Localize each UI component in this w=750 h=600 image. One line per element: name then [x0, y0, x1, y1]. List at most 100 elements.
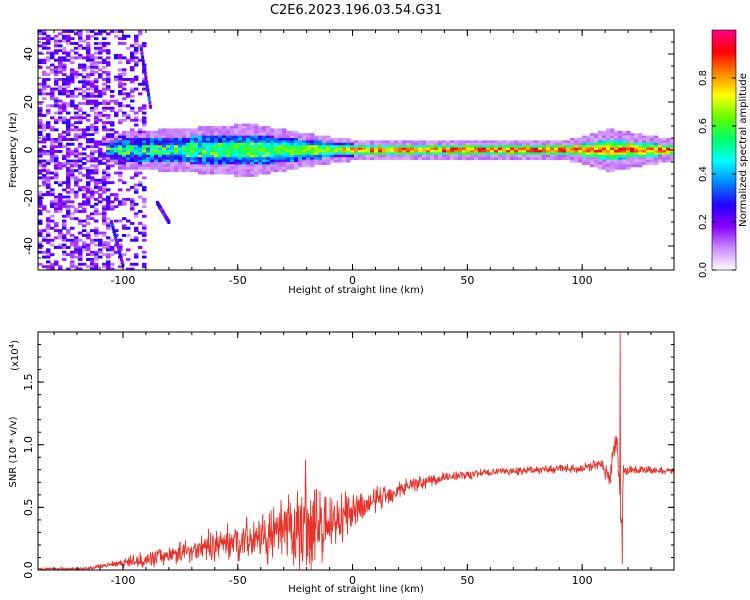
- spectrogram-cell: [294, 150, 299, 153]
- spectrogram-cell: [114, 150, 119, 153]
- spectrogram-cell: [478, 142, 483, 146]
- spectrogram-cell: [242, 166, 247, 170]
- spectrogram-cell: [494, 147, 499, 151]
- spectrogram-cell: [518, 152, 523, 156]
- spectrogram-cell: [114, 111, 119, 115]
- spectrogram-cell: [498, 152, 503, 156]
- spectrogram-cell: [230, 171, 235, 175]
- spectrogram-cell: [254, 166, 259, 170]
- spectrogram-cell: [282, 164, 287, 168]
- spectrogram-cell: [50, 147, 55, 151]
- spectrogram-cell: [106, 236, 111, 240]
- spectrogram-cell: [86, 234, 91, 237]
- spectrogram-cell: [58, 142, 63, 146]
- spectrogram-cell: [326, 147, 331, 151]
- spectrogram-cell: [166, 150, 171, 153]
- spectrogram-cell: [558, 157, 563, 161]
- spectrogram-cell: [370, 154, 375, 158]
- spectrogram-cell: [182, 154, 187, 158]
- spectrogram-cell: [578, 145, 583, 149]
- spectrogram-cell: [554, 157, 559, 161]
- spectrogram-cell: [198, 126, 203, 129]
- spectrogram-cell: [74, 243, 79, 247]
- spectrogram-cell: [666, 147, 671, 151]
- spectrogram-cell: [298, 159, 303, 163]
- spectrogram-cell: [262, 152, 267, 156]
- spectrogram-cell: [354, 147, 359, 151]
- spectrogram-cell: [214, 133, 219, 137]
- spectrogram-cell: [154, 162, 159, 165]
- spectrogram-cell: [326, 145, 331, 149]
- spectrogram-cell: [130, 164, 135, 168]
- spectrogram-cell: [142, 130, 147, 134]
- spectrogram-cell: [54, 80, 59, 84]
- spectrogram-cell: [246, 162, 251, 165]
- spectrogram-cell: [190, 162, 195, 165]
- spectrogram-cell: [666, 159, 671, 163]
- spectrogram-cell: [114, 78, 119, 81]
- spectrogram-cell: [590, 133, 595, 137]
- spectrogram-cell: [206, 150, 211, 153]
- spectrogram-cell: [386, 157, 391, 161]
- spectrogram-cell: [642, 147, 647, 151]
- spectrogram-cell: [274, 166, 279, 170]
- spectrogram-cell: [158, 135, 163, 139]
- spectrogram-cell: [586, 150, 591, 153]
- spectrogram-cell: [38, 121, 43, 125]
- spectrogram-cell: [62, 73, 67, 77]
- spectrogram-cell: [134, 63, 139, 67]
- spectrogram-cell: [202, 126, 207, 129]
- spectrogram-cell: [86, 186, 91, 189]
- spectrogram-cell: [138, 159, 143, 163]
- spectrogram-cell: [126, 248, 131, 252]
- spectrogram-cell: [226, 138, 231, 141]
- spectrogram-cell: [86, 49, 91, 53]
- spectrogram-cell: [378, 142, 383, 146]
- spectrogram-cell: [162, 128, 167, 132]
- spectrogram-cell: [238, 135, 243, 139]
- spectrogram-cell: [138, 183, 143, 187]
- spectrogram-cell: [102, 246, 107, 249]
- spectrogram-cell: [610, 133, 615, 137]
- spectrogram-cell: [158, 152, 163, 156]
- spectrogram-cell: [82, 195, 87, 199]
- spectrogram-cell: [110, 150, 115, 153]
- spectrogram-cell: [402, 152, 407, 156]
- spectrogram-cell: [118, 142, 123, 146]
- spectrogram-cell: [346, 152, 351, 156]
- spectrogram-cell: [90, 152, 95, 156]
- spectrogram-cell: [150, 140, 155, 144]
- spectrogram-cell: [106, 85, 111, 89]
- spectrogram-cell: [134, 212, 139, 216]
- spectrogram-cell: [102, 106, 107, 110]
- spectrogram-cell: [178, 154, 183, 158]
- spectrogram-cell: [422, 154, 427, 158]
- spectrogram-cell: [218, 154, 223, 158]
- spectrogram-cell: [230, 135, 235, 139]
- spectrogram-cell: [94, 255, 99, 259]
- spectrogram-cell: [314, 157, 319, 161]
- spectrogram-cell: [66, 128, 71, 132]
- spectrogram-cell: [86, 198, 91, 201]
- spectrogram-cell: [466, 145, 471, 149]
- spectrogram-cell: [102, 99, 107, 103]
- spectrogram-cell: [78, 66, 83, 69]
- spectrogram-cell: [102, 123, 107, 127]
- spectrogram-cell: [170, 169, 175, 173]
- spectrogram-cell: [206, 171, 211, 175]
- spectrogram-cell: [58, 229, 63, 233]
- spectrogram-cell: [58, 90, 63, 93]
- spectrogram-cell: [330, 150, 335, 153]
- spectrogram-cell: [254, 123, 259, 127]
- spectrogram-cell: [142, 123, 147, 127]
- spectrogram-cell: [590, 142, 595, 146]
- spectrogram-cell: [206, 135, 211, 139]
- spectrogram-cell: [98, 200, 103, 204]
- spectrogram-cell: [94, 121, 99, 125]
- spectrogram-cell: [566, 150, 571, 153]
- spectrogram-cell: [94, 130, 99, 134]
- spectrogram-cell: [174, 159, 179, 163]
- spectrogram-cell: [258, 126, 263, 129]
- spectrogram-cell: [274, 169, 279, 173]
- spectrogram-cell: [74, 111, 79, 115]
